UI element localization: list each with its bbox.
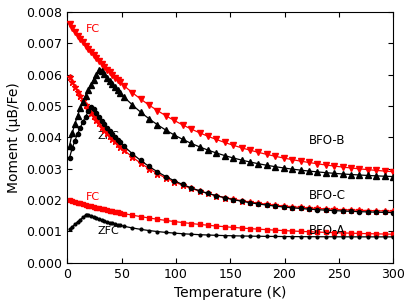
Text: FC: FC xyxy=(86,24,100,34)
Text: BFO-C: BFO-C xyxy=(309,189,345,202)
Text: ZFC: ZFC xyxy=(98,131,119,141)
Text: BFO-B: BFO-B xyxy=(309,134,345,147)
X-axis label: Temperature (K): Temperature (K) xyxy=(174,286,286,300)
Text: BFO-A: BFO-A xyxy=(309,224,345,237)
Text: FC: FC xyxy=(86,192,100,202)
Text: ZFC: ZFC xyxy=(98,227,119,236)
Y-axis label: Moment (μB/Fe): Moment (μB/Fe) xyxy=(7,82,21,193)
